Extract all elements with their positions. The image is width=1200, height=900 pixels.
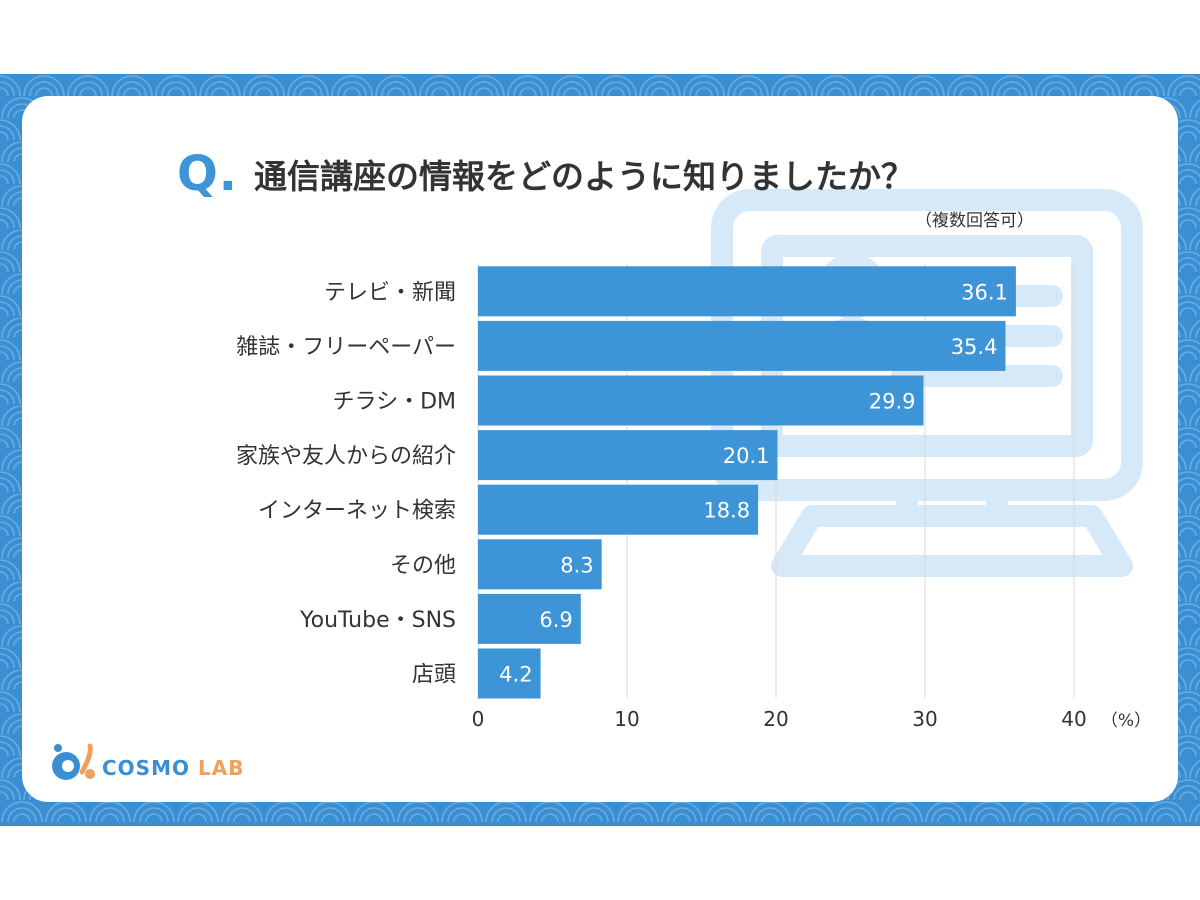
cosmo-lab-logo-icon [52, 743, 95, 780]
multiple-answer-note: （複数回答可） [915, 211, 1034, 231]
category-label: YouTube・SNS [299, 608, 456, 633]
category-label: テレビ・新聞 [324, 280, 456, 305]
tick-label: 0 [472, 707, 485, 731]
category-label: チラシ・DM [333, 390, 456, 415]
value-label: 8.3 [560, 553, 593, 577]
title-text: 通信講座の情報をどのように知りましたか？ [254, 157, 915, 196]
tick-label: 20 [763, 707, 788, 731]
bar [478, 648, 541, 699]
bar [478, 539, 602, 590]
tick-label: 40 [1061, 707, 1086, 731]
bar [478, 375, 924, 426]
logo-part2: LAB [197, 756, 245, 780]
value-label: 6.9 [539, 608, 572, 632]
chart-title: Q. 通信講座の情報をどのように知りましたか？ [177, 142, 914, 202]
value-label: 29.9 [869, 390, 916, 414]
bar [478, 430, 778, 481]
logo-part1: COSMO [102, 756, 190, 780]
bar [478, 320, 1006, 371]
value-label: 35.4 [951, 335, 998, 359]
bar [478, 266, 1016, 317]
bar-chart: テレビ・新聞 36.1 雑誌・フリーペーパー 35.4 チラシ・DM 29.9 家族や友人か… [236, 264, 1151, 731]
category-label: 雑誌・フリーペーパー [236, 335, 456, 360]
value-label: 36.1 [961, 280, 1008, 304]
unit-label: （%） [1101, 711, 1151, 731]
chart-card: Q. 通信講座の情報をどのように知りましたか？ （複数回答可） テレビ・新聞 36… [22, 96, 1178, 802]
tick-label: 10 [614, 707, 639, 731]
category-label: 家族や友人からの紹介 [236, 444, 456, 469]
category-label: インターネット検索 [258, 499, 456, 524]
question-mark-label: Q. [177, 146, 239, 202]
tick-label: 30 [912, 707, 937, 731]
category-label: 店頭 [412, 663, 456, 688]
value-label: 18.8 [703, 499, 750, 523]
category-label: その他 [390, 553, 456, 578]
value-label: 4.2 [499, 663, 532, 687]
bar [478, 593, 581, 644]
bar [478, 484, 759, 535]
logo-text: COSMO LAB [102, 756, 244, 780]
value-label: 20.1 [723, 444, 770, 468]
